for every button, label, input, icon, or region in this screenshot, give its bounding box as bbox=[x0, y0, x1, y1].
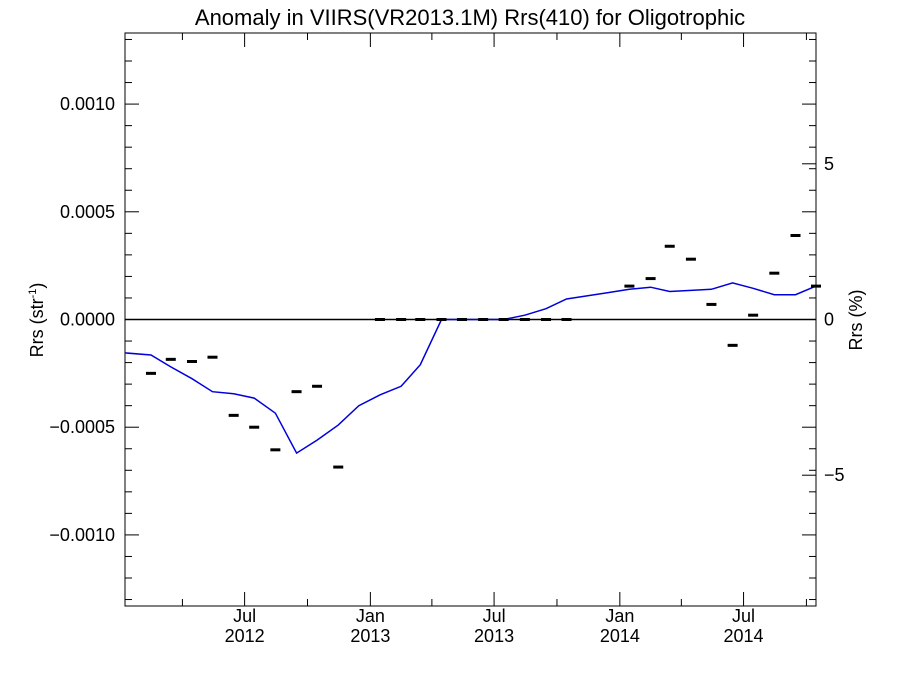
data-marker bbox=[790, 233, 801, 237]
data-marker bbox=[270, 448, 281, 452]
x-tick-label-month: Jan bbox=[605, 606, 634, 626]
data-marker bbox=[706, 302, 717, 306]
data-marker bbox=[145, 371, 156, 375]
y-axis-label: Rrs (str-1) bbox=[27, 283, 47, 358]
y-tick-label: 0.0005 bbox=[60, 202, 115, 222]
data-marker bbox=[645, 277, 656, 281]
data-marker bbox=[519, 318, 530, 321]
blue-series-line bbox=[124, 282, 817, 455]
data-marker bbox=[811, 284, 821, 288]
data-marker bbox=[727, 343, 738, 347]
data-marker bbox=[541, 318, 552, 321]
left-y-axis: 0.0010 0.0005 0.0000 −0.0005 −0.0010 bbox=[49, 38, 816, 601]
x-tick-label-month: Jul bbox=[732, 606, 755, 626]
x-tick-label-month: Jan bbox=[356, 606, 385, 626]
data-marker bbox=[769, 271, 780, 275]
data-marker bbox=[685, 257, 696, 261]
data-marker bbox=[165, 357, 176, 361]
data-marker bbox=[374, 318, 385, 321]
y-axis-label-text: Rrs (str bbox=[27, 298, 47, 357]
y-tick-label: −0.0005 bbox=[49, 417, 115, 437]
data-marker bbox=[456, 318, 467, 321]
data-marker bbox=[312, 384, 323, 388]
data-marker bbox=[664, 244, 675, 248]
right-y-axis-label: Rrs (%) bbox=[846, 290, 866, 351]
data-marker bbox=[748, 313, 759, 317]
black-series bbox=[145, 233, 821, 469]
y-axis-label-close: ) bbox=[27, 283, 47, 289]
data-marker bbox=[249, 425, 260, 429]
right-y-axis: 5 0 −5 bbox=[802, 154, 845, 485]
data-marker bbox=[436, 318, 447, 321]
data-marker bbox=[228, 413, 239, 417]
x-tick-label-month: Jul bbox=[483, 606, 506, 626]
chart-title: Anomaly in VIIRS(VR2013.1M) Rrs(410) for… bbox=[195, 5, 745, 30]
x-tick-label-year: 2013 bbox=[350, 626, 390, 646]
data-marker bbox=[478, 318, 489, 321]
data-marker bbox=[291, 390, 302, 394]
y-axis-label-superscript: -1 bbox=[27, 289, 39, 299]
x-tick-label-year: 2013 bbox=[474, 626, 514, 646]
data-marker bbox=[333, 465, 344, 469]
x-tick-label-month: Jul bbox=[233, 606, 256, 626]
data-marker bbox=[396, 318, 407, 321]
y-tick-label: 0.0000 bbox=[60, 310, 115, 330]
x-tick-label-year: 2012 bbox=[225, 626, 265, 646]
y2-tick-label: 0 bbox=[824, 310, 834, 330]
data-marker bbox=[561, 318, 572, 321]
data-marker bbox=[498, 318, 509, 321]
y-tick-label: −0.0010 bbox=[49, 525, 115, 545]
x-tick-label-year: 2014 bbox=[600, 626, 640, 646]
y-tick-label: 0.0010 bbox=[60, 94, 115, 114]
blue-series bbox=[124, 282, 817, 455]
data-marker bbox=[207, 355, 218, 359]
data-marker bbox=[624, 284, 635, 288]
y2-tick-label: 5 bbox=[824, 154, 834, 174]
data-marker bbox=[415, 318, 426, 321]
x-tick-label-year: 2014 bbox=[724, 626, 764, 646]
data-marker bbox=[186, 360, 197, 364]
y2-tick-label: −5 bbox=[824, 465, 845, 485]
